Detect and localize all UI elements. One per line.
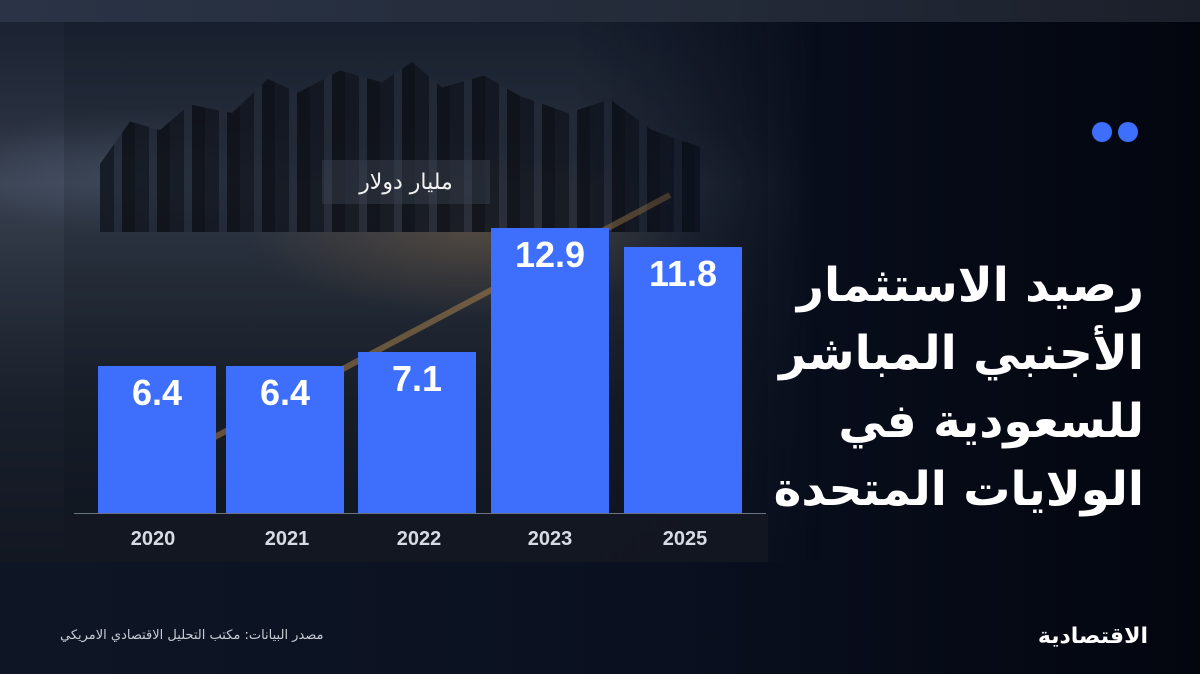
dot-icon — [1118, 122, 1138, 142]
bar-value: 11.8 — [648, 253, 718, 294]
title-line: للسعودية في — [838, 394, 1144, 449]
bar-value: 7.1 — [391, 358, 443, 399]
bar-value: 12.9 — [514, 234, 586, 275]
bar-value: 6.4 — [131, 372, 183, 413]
title-line: الأجنبي المباشر — [779, 326, 1144, 381]
decorative-dots-icon — [1092, 122, 1138, 142]
bar-2023: 12.9 — [491, 228, 609, 513]
top-band — [0, 0, 1200, 22]
x-axis-band — [64, 514, 768, 562]
x-tick-label: 2025 — [662, 528, 708, 550]
x-axis-line — [74, 513, 766, 514]
title-line: الولايات المتحدة — [773, 462, 1144, 517]
bar-2021: 6.4 — [226, 366, 344, 513]
unit-label: مليار دولار — [322, 160, 490, 204]
bar-2022: 7.1 — [358, 352, 476, 513]
x-tick-label: 2022 — [396, 528, 442, 550]
title-line: رصيد الاستثمار — [796, 258, 1144, 313]
brand-logo: الاقتصادية — [1037, 624, 1148, 649]
bar-value: 6.4 — [259, 372, 311, 413]
bar-2025: 11.8 — [624, 247, 742, 513]
dot-icon — [1092, 122, 1112, 142]
x-tick-label: 2023 — [527, 528, 573, 550]
x-tick-label: 2020 — [130, 528, 176, 550]
source-note: مصدر البيانات: مكتب التحليل الاقتصادي ال… — [60, 628, 324, 643]
chart-title: رصيد الاستثمار الأجنبي المباشر للسعودية … — [764, 252, 1144, 524]
x-tick-label: 2021 — [264, 528, 310, 550]
bar-2020: 6.4 — [98, 366, 216, 513]
